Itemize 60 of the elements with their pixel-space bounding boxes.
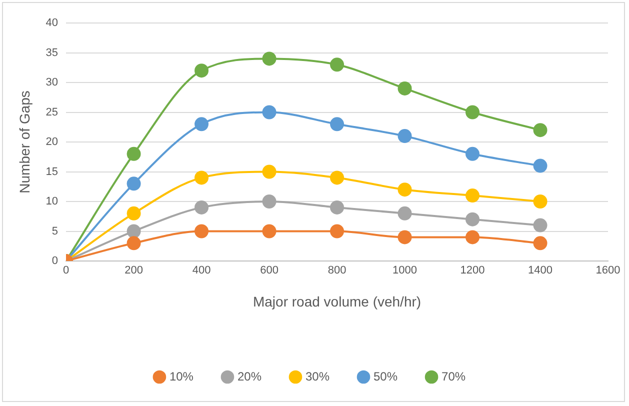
point bbox=[330, 224, 344, 238]
legend-label: 20% bbox=[237, 369, 262, 384]
point bbox=[262, 105, 276, 120]
x-tick-label: 200 bbox=[124, 264, 143, 277]
point bbox=[398, 230, 412, 244]
point bbox=[398, 81, 412, 96]
x-tick-label: 1600 bbox=[596, 264, 620, 277]
point bbox=[533, 236, 548, 250]
legend-label: 30% bbox=[305, 369, 330, 384]
y-tick-label: 5 bbox=[52, 225, 58, 238]
point bbox=[330, 58, 344, 72]
point bbox=[398, 206, 412, 220]
point bbox=[398, 182, 412, 197]
point bbox=[330, 200, 344, 214]
legend-label: 10% bbox=[169, 369, 194, 384]
y-tick-label: 25 bbox=[46, 106, 58, 118]
point bbox=[466, 105, 480, 120]
x-tick-label: 400 bbox=[192, 264, 211, 277]
legend-label: 70% bbox=[442, 369, 466, 384]
y-tick-label: 10 bbox=[46, 196, 58, 208]
x-axis-title: Major road volume (veh/hr) bbox=[252, 293, 422, 310]
legend-label: 50% bbox=[374, 369, 398, 384]
x-tick-label: 800 bbox=[328, 264, 346, 277]
point bbox=[262, 164, 276, 179]
point bbox=[126, 146, 141, 161]
point bbox=[194, 170, 209, 185]
point bbox=[126, 236, 141, 250]
point bbox=[466, 212, 480, 226]
y-tick-label: 15 bbox=[46, 166, 58, 178]
point bbox=[466, 146, 480, 161]
x-tick-label: 1200 bbox=[460, 264, 485, 277]
point bbox=[262, 52, 276, 66]
point bbox=[262, 194, 276, 208]
y-tick-label: 35 bbox=[46, 46, 58, 59]
y-tick-label: 30 bbox=[46, 76, 58, 89]
point bbox=[466, 188, 480, 203]
y-axis-title: Number of Gaps bbox=[16, 90, 32, 194]
point bbox=[533, 123, 548, 138]
point bbox=[194, 224, 209, 238]
y-tick-label: 40 bbox=[46, 17, 58, 30]
point bbox=[194, 117, 209, 132]
point bbox=[126, 224, 141, 238]
y-tick-label: 0 bbox=[52, 255, 58, 268]
point bbox=[398, 129, 412, 144]
x-tick-label: 0 bbox=[62, 264, 70, 277]
point bbox=[330, 170, 344, 185]
point bbox=[126, 206, 141, 220]
y-tick-label: 20 bbox=[46, 136, 58, 148]
x-tick-label: 1000 bbox=[392, 264, 418, 277]
x-tick-label: 1400 bbox=[528, 264, 552, 277]
point bbox=[194, 64, 209, 78]
point bbox=[262, 224, 276, 238]
point bbox=[533, 158, 548, 173]
point bbox=[533, 194, 548, 208]
point bbox=[330, 117, 344, 132]
point bbox=[533, 218, 548, 232]
x-tick-label: 600 bbox=[260, 264, 278, 277]
point bbox=[466, 230, 480, 244]
point bbox=[194, 200, 209, 214]
point bbox=[126, 176, 141, 191]
